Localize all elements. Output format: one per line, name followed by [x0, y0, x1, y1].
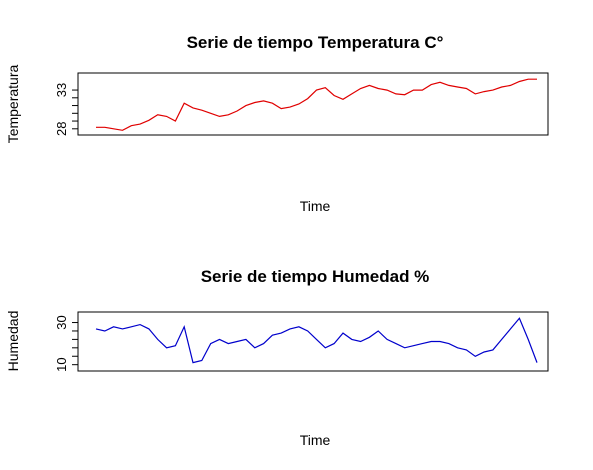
- humidity-y-axis-label: Humedad: [5, 311, 21, 372]
- humidity-chart-title: Serie de tiempo Humedad %: [201, 267, 430, 286]
- humidity-plot-frame: [77, 311, 549, 372]
- humidity-y-tick-label: 30: [54, 315, 69, 329]
- humidity-x-axis-label: Time: [300, 432, 331, 448]
- temperature-x-axis-label: Time: [300, 198, 331, 214]
- temperature-chart-title: Serie de tiempo Temperatura C°: [187, 33, 444, 52]
- temperature-y-tick-label: 28: [54, 122, 69, 136]
- temperature-y-tick-label: 33: [54, 83, 69, 97]
- humidity-y-tick-label: 10: [54, 357, 69, 371]
- temperature-panel: Serie de tiempo Temperatura C° Temperatu…: [5, 33, 549, 214]
- humidity-panel: Serie de tiempo Humedad % Humedad Time 1…: [5, 267, 549, 448]
- humidity-series-line: [95, 317, 538, 364]
- temperature-series-line: [96, 78, 537, 131]
- temperature-plot-frame: [77, 72, 549, 136]
- temperature-y-axis-label: Temperatura: [5, 64, 21, 143]
